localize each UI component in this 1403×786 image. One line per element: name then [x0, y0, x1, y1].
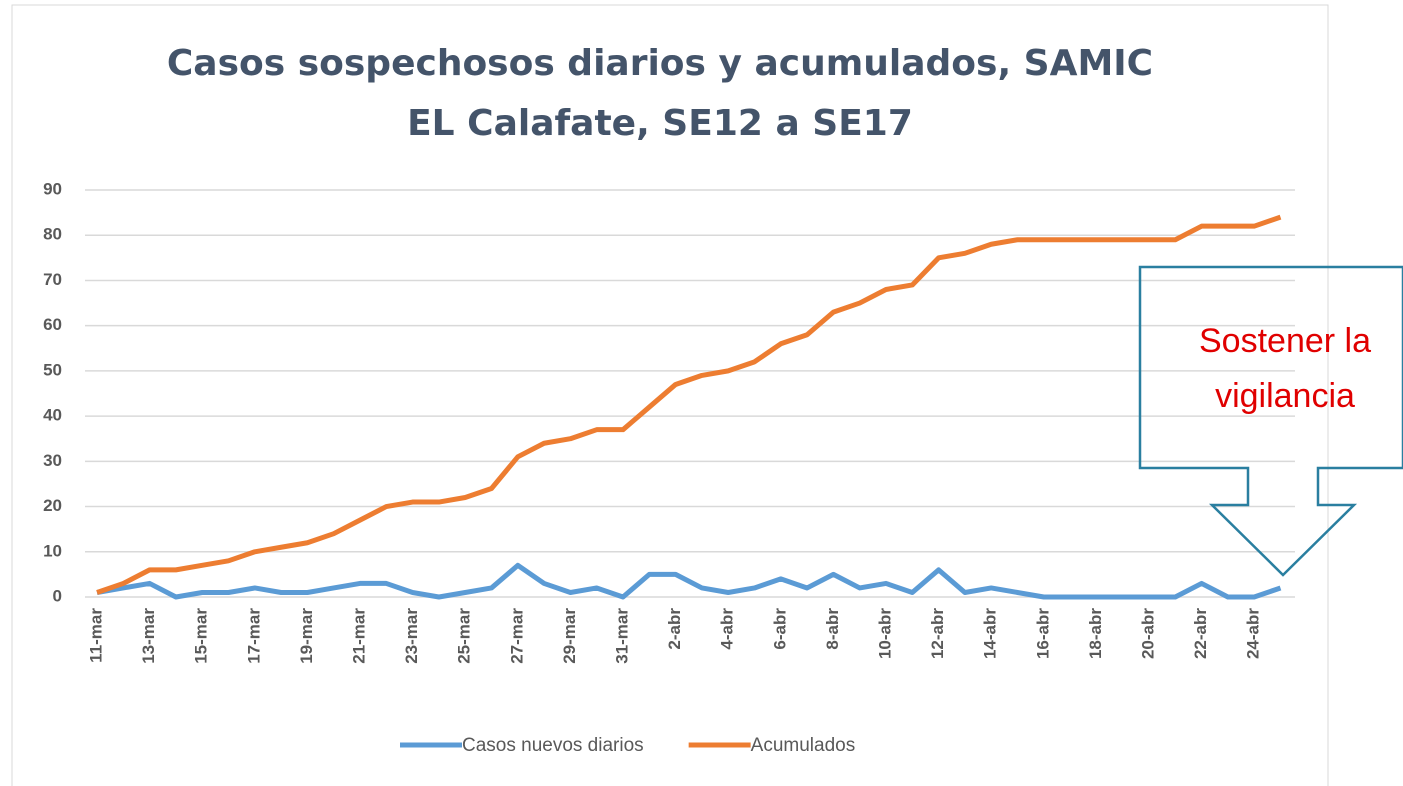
y-tick-label: 20 [43, 496, 62, 515]
annotation: vigilancia [1215, 377, 1355, 415]
x-tick-label: 24-abr [1244, 608, 1263, 659]
x-tick-label: 17-mar [244, 608, 263, 664]
chart-frame [11, 4, 1329, 786]
x-tick-label: 13-mar [139, 608, 158, 664]
x-tick-label: 31-mar [612, 608, 631, 664]
x-tick-label: 18-abr [1086, 608, 1105, 659]
x-tick-label: 20-abr [1138, 608, 1157, 659]
y-tick-label: 90 [43, 179, 62, 198]
x-tick-label: 22-abr [1191, 608, 1210, 659]
x-tick-label: 25-mar [455, 608, 474, 664]
x-tick-label: 29-mar [560, 608, 579, 664]
y-tick-label: 70 [43, 270, 62, 289]
x-tick-label: 16-abr [1033, 608, 1052, 659]
y-tick-label: 80 [43, 225, 62, 244]
x-tick-label: 12-abr [928, 608, 947, 659]
legend-label: Casos nuevos diarios [462, 735, 644, 756]
x-tick-label: 14-abr [981, 608, 1000, 659]
data-line [96, 562, 1282, 600]
x-tick-label: 10-abr [875, 608, 894, 659]
x-tick-label: 23-mar [402, 608, 421, 664]
x-tick-label: 15-mar [192, 608, 211, 664]
x-tick-label: 19-mar [297, 608, 316, 664]
y-tick-label: 0 [53, 586, 62, 605]
x-tick-label: 11-mar [86, 608, 105, 663]
x-tick-label: 27-mar [507, 608, 526, 664]
legend-label: Acumulados [751, 735, 856, 756]
x-tick-label: 4-abr [718, 608, 737, 650]
chart-title: Casos sospechosos diarios y acumulados, … [167, 43, 1153, 84]
annotation: Sostener la [1199, 322, 1371, 360]
x-tick-label: 21-mar [349, 608, 368, 664]
y-tick-label: 60 [43, 315, 62, 334]
x-tick-label: 6-abr [770, 608, 789, 650]
callout [1138, 265, 1403, 577]
data-line [96, 214, 1282, 595]
y-tick-label: 50 [43, 360, 62, 379]
x-tick-label: 8-abr [823, 608, 842, 650]
chart-title: EL Calafate, SE12 a SE17 [407, 103, 913, 144]
y-tick-label: 40 [43, 406, 62, 425]
y-tick-label: 10 [43, 541, 62, 560]
x-tick-label: 2-abr [665, 608, 684, 650]
y-tick-label: 30 [43, 451, 62, 470]
